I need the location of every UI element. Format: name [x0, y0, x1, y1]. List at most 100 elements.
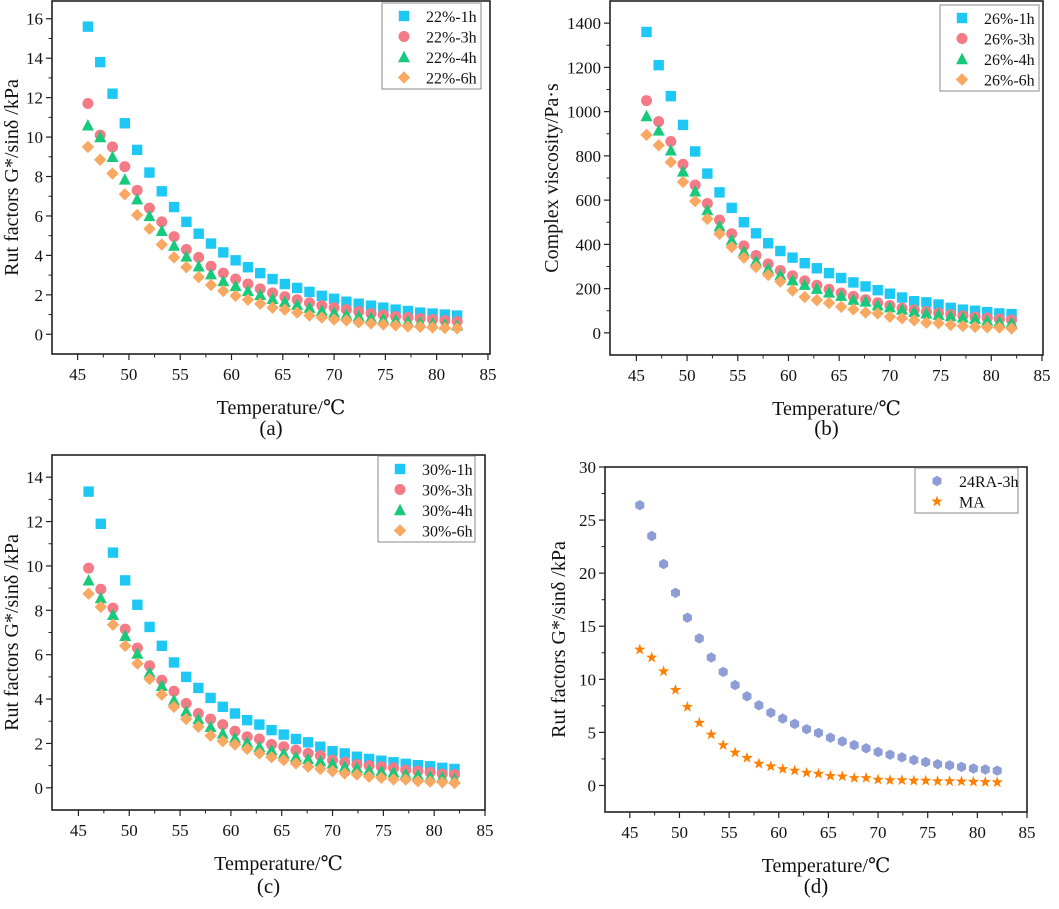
data-point	[411, 774, 425, 788]
legend-marker-circle	[394, 484, 406, 495]
x-tick-label: 70	[870, 823, 887, 842]
data-point	[204, 278, 218, 292]
data-point	[653, 116, 665, 128]
x-axis-title: Temperature/℃	[214, 853, 343, 875]
data-point	[737, 251, 751, 264]
data-point	[341, 296, 352, 307]
data-point	[849, 739, 859, 751]
x-axis-title: Temperature/℃	[762, 855, 891, 877]
data-point	[156, 186, 167, 197]
y-axis-title: Rut factors G*/sinδ /kPa	[1, 79, 23, 276]
legend-label: 30%-6h	[422, 524, 473, 541]
data-point	[94, 591, 107, 604]
data-point	[156, 640, 167, 652]
x-tick-label: 65	[273, 821, 290, 840]
y-axis-title: Rut factors G*/sinδ /kPa	[1, 534, 23, 731]
data-point	[765, 760, 777, 772]
data-point	[204, 729, 217, 742]
x-tick-label: 55	[172, 821, 189, 840]
legend: 22%-1h 22%-3h 22%-4h 22%-6h	[381, 2, 482, 90]
data-point	[327, 746, 338, 757]
y-tick-label: 0	[35, 779, 44, 798]
data-point	[423, 775, 437, 788]
data-point	[786, 274, 799, 286]
data-point	[847, 303, 860, 316]
data-point	[688, 195, 702, 208]
data-point	[701, 212, 714, 226]
y-tick-label: 14	[26, 49, 44, 68]
data-point	[933, 299, 944, 310]
data-point	[427, 308, 438, 319]
data-point	[290, 306, 304, 319]
data-point	[217, 267, 229, 279]
data-point	[387, 766, 400, 778]
data-point	[315, 311, 328, 324]
data-point	[205, 692, 216, 704]
data-point	[786, 284, 799, 297]
data-point	[837, 736, 847, 747]
data-point	[775, 245, 786, 257]
y-tick-label: 30	[579, 458, 596, 477]
legend-label: 26%-4h	[984, 52, 1035, 69]
data-point	[705, 728, 717, 740]
y-tick-label: 10	[26, 557, 43, 576]
data-point	[641, 26, 652, 38]
data-point	[390, 304, 401, 315]
data-point	[229, 708, 241, 719]
data-point	[181, 216, 192, 228]
data-point	[689, 146, 701, 157]
data-point	[933, 759, 943, 770]
data-point	[812, 767, 825, 779]
data-point	[241, 736, 254, 748]
data-point	[82, 587, 95, 600]
data-point	[943, 775, 956, 787]
y-tick-label: 0	[593, 324, 602, 343]
data-point	[255, 267, 266, 279]
data-point	[119, 161, 131, 173]
data-point	[762, 262, 775, 274]
data-point	[822, 296, 836, 310]
data-point	[799, 257, 810, 269]
y-tick-label: 10	[579, 670, 596, 689]
data-point	[669, 683, 682, 695]
data-point	[652, 139, 665, 152]
y-tick-label: 4	[35, 690, 44, 709]
data-point	[254, 719, 265, 730]
data-point	[240, 742, 254, 756]
y-tick-label: 8	[35, 168, 44, 187]
data-point	[861, 743, 871, 754]
data-point	[664, 155, 678, 169]
data-point	[653, 59, 664, 71]
data-point	[401, 320, 415, 333]
data-point	[449, 763, 460, 775]
data-point	[143, 666, 156, 678]
data-point	[754, 700, 764, 711]
legend-box	[914, 467, 1019, 514]
data-point	[726, 202, 737, 214]
data-point	[714, 187, 725, 198]
data-point	[737, 245, 750, 257]
data-point	[399, 773, 412, 786]
data-point	[761, 268, 775, 282]
data-point	[640, 109, 653, 122]
x-tick-label: 45	[628, 366, 645, 385]
data-point	[742, 691, 752, 702]
data-point	[277, 747, 290, 759]
x-tick-label: 55	[721, 823, 738, 842]
x-tick-label: 80	[983, 366, 1000, 385]
x-axis-title: Temperature/℃	[217, 397, 346, 419]
data-point	[265, 743, 278, 756]
data-point	[278, 303, 292, 316]
data-point	[1005, 322, 1018, 335]
data-point	[702, 168, 713, 179]
series-22%-1h	[82, 21, 463, 321]
data-point	[314, 762, 327, 776]
data-point	[314, 754, 327, 767]
data-point	[665, 135, 677, 147]
data-point	[810, 293, 824, 307]
data-point	[106, 167, 119, 180]
data-point	[871, 299, 884, 311]
data-point	[229, 279, 242, 292]
data-point	[993, 315, 1006, 328]
data-point	[106, 150, 119, 162]
